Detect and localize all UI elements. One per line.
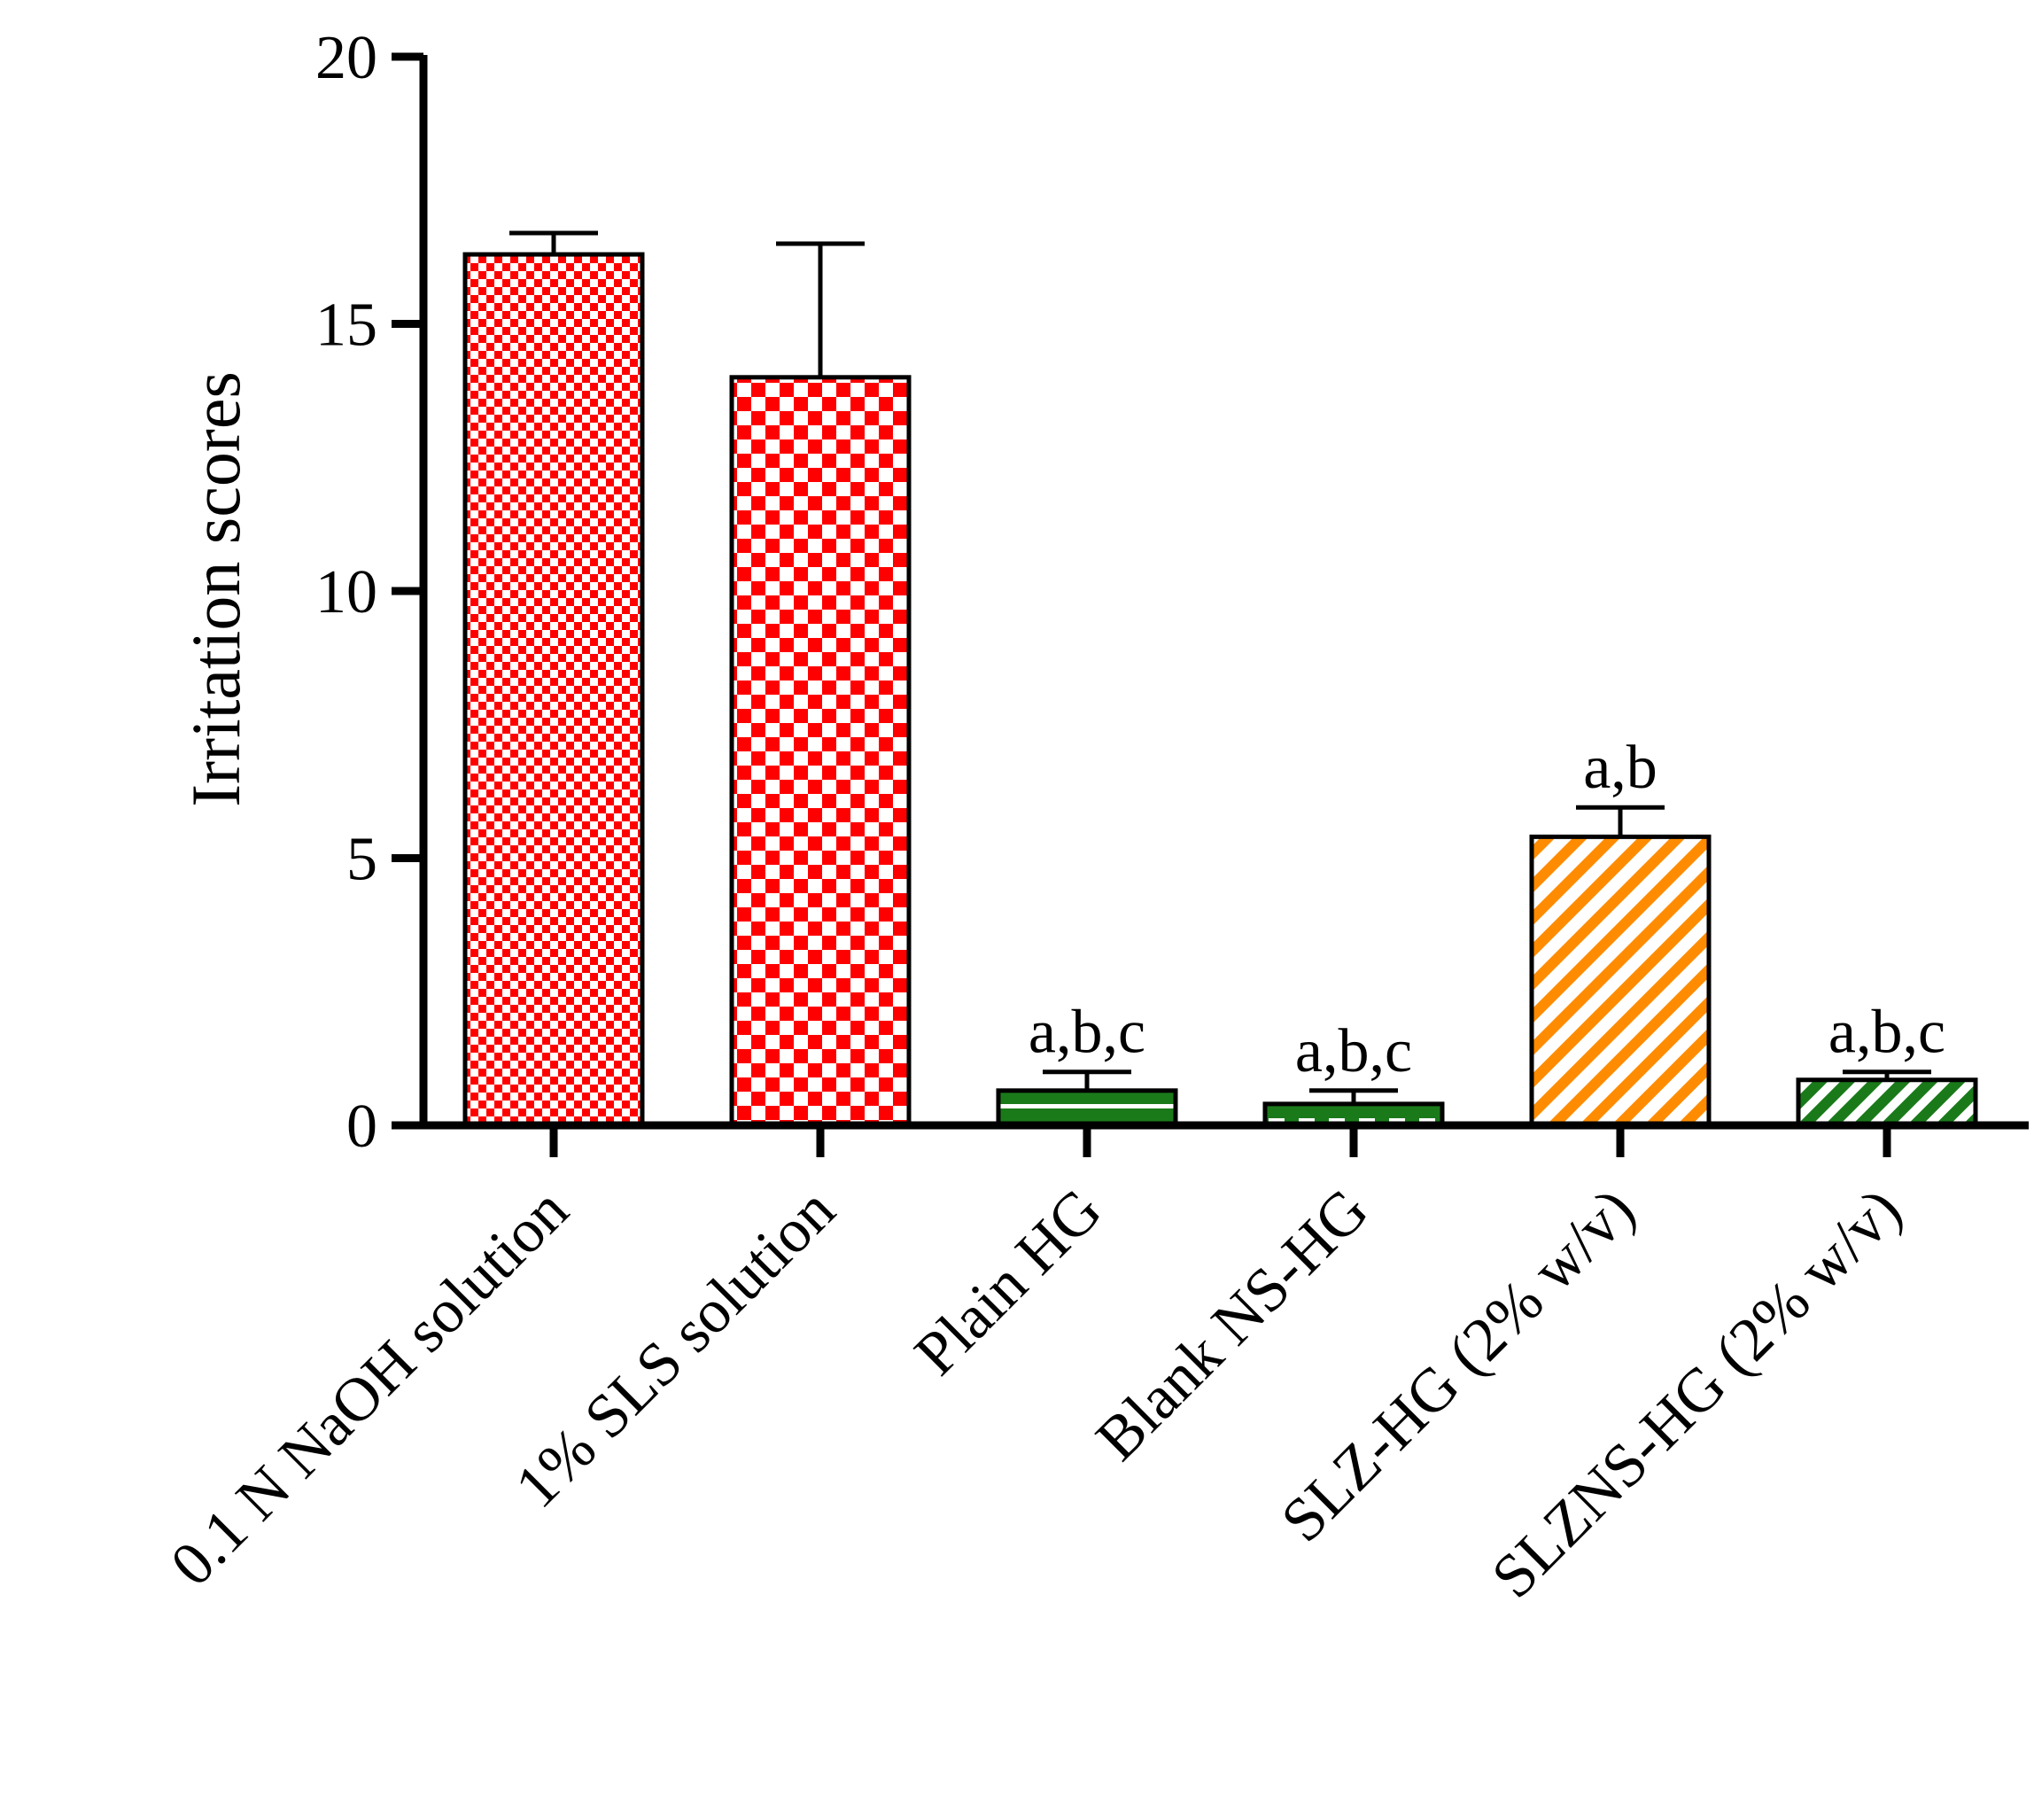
y-axis-title: Irritation scores: [177, 371, 254, 807]
y-tick-label: 20: [315, 24, 377, 92]
bar: [462, 252, 645, 1128]
y-tick-label: 10: [315, 558, 377, 626]
y-tick-label: 0: [346, 1093, 377, 1161]
significance-label: a,b,c: [1029, 999, 1145, 1067]
bar: [1529, 834, 1712, 1128]
plot-area: a,b,c a,b,c a,b a,b,c 0 5 10 15 20 Irritation sco…: [158, 24, 2029, 1612]
x-tick-label: Blank NS-HG: [1083, 1176, 1381, 1474]
y-tick-label: 15: [315, 292, 377, 360]
bar: [996, 1088, 1178, 1128]
significance-label: a,b,c: [1828, 999, 1945, 1067]
x-tick-label: Plain HG: [902, 1176, 1114, 1388]
significance-label: a,b: [1583, 734, 1657, 802]
significance-label: a,b,c: [1295, 1017, 1412, 1085]
y-tick-label: 5: [346, 826, 377, 894]
x-tick-label: 0.1 N NaOH solution: [158, 1176, 581, 1599]
bar: [729, 375, 912, 1128]
bar: [1796, 1077, 1978, 1128]
